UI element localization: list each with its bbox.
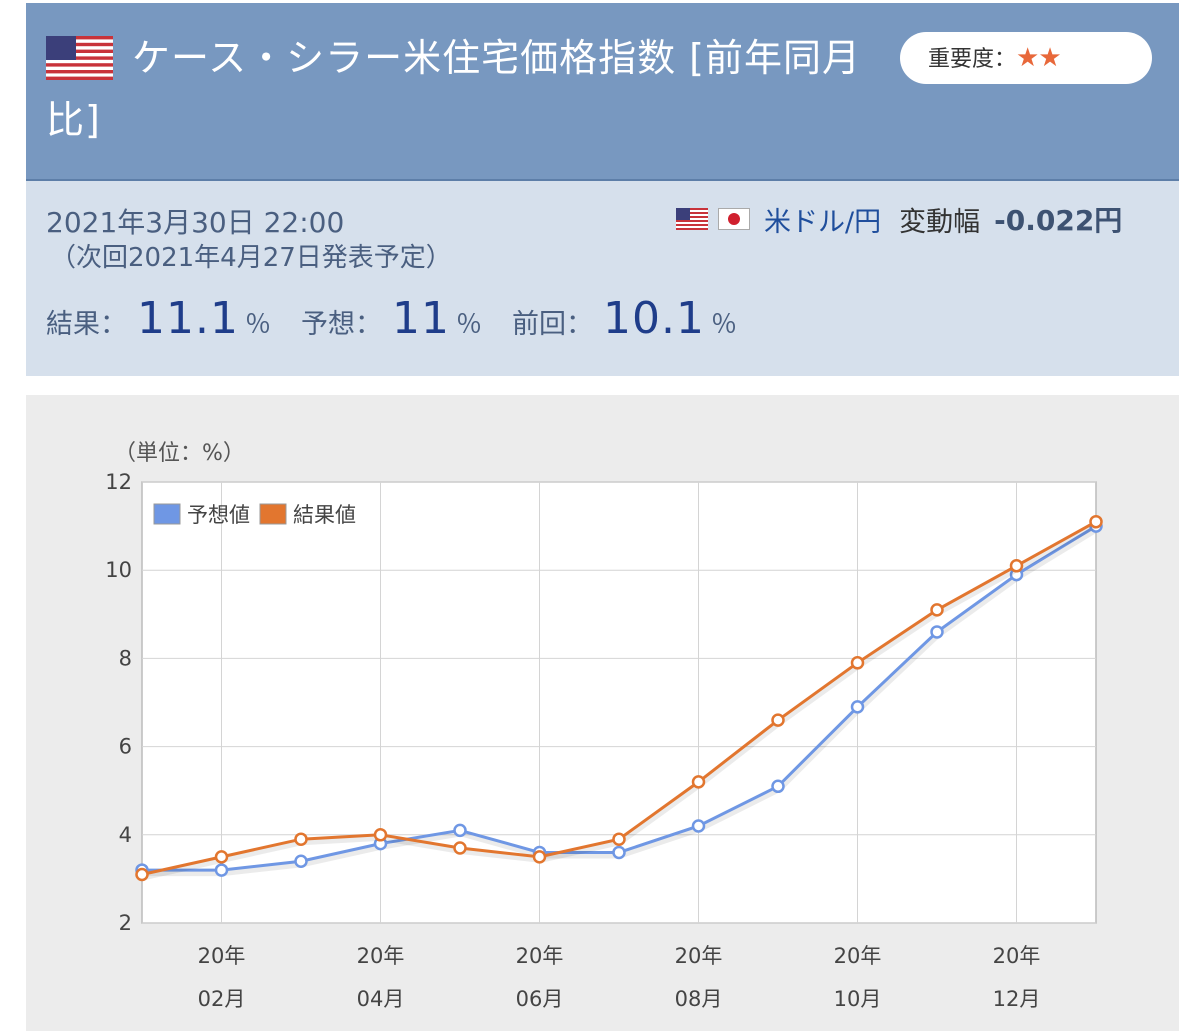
series-result: [135, 514, 1103, 882]
previous-unit: ％: [710, 310, 737, 340]
line-chart: （単位：%） 2 4 6 8 10 12 20年 02月 20年 04月 20年 06月 20年 08月…: [105, 441, 1103, 1011]
release-datetime: 2021年3月30日 22:00: [46, 206, 345, 239]
y-axis-ticks: 2 4 6 8 10 12: [105, 470, 132, 935]
x-tick-label-year: 20年: [834, 944, 882, 968]
forecast-unit: ％: [455, 310, 482, 340]
previous-value: 10.1: [603, 293, 705, 344]
series-group: [135, 514, 1103, 882]
y-tick-label: 4: [119, 823, 132, 847]
data-point[interactable]: [135, 867, 149, 882]
data-point[interactable]: [453, 841, 467, 855]
result-label: 結果：: [46, 309, 127, 340]
y-tick-label: 8: [119, 646, 132, 670]
data-point[interactable]: [214, 850, 229, 864]
result-stats: 結果： 11.1 ％ 予想： 11 ％ 前回： 10.1 ％: [46, 293, 767, 344]
importance-badge: 重要度：★★: [900, 32, 1152, 84]
data-point[interactable]: [373, 828, 388, 842]
change-value: -0.022円: [994, 204, 1123, 237]
data-point[interactable]: [930, 603, 944, 617]
legend-swatch: [259, 503, 287, 525]
x-tick-label-year: 20年: [198, 944, 246, 968]
data-point[interactable]: [930, 625, 944, 639]
us-flag-small-icon: [676, 208, 708, 230]
chart-panel: （単位：%） 2 4 6 8 10 12 20年 02月 20年 04月 20年 06月 20年 08月…: [26, 395, 1179, 1031]
previous-label: 前回：: [512, 309, 593, 340]
legend-item: 結果値: [259, 503, 356, 527]
legend-item: 予想値: [153, 503, 250, 527]
y-tick-label: 12: [105, 470, 132, 494]
currency-pair-info: 米ドル/円 変動幅 -0.022円: [676, 201, 1123, 238]
x-tick-label-month: 06月: [516, 987, 564, 1011]
importance-label: 重要度：: [928, 47, 1017, 72]
x-tick-label-year: 20年: [675, 944, 723, 968]
data-point[interactable]: [453, 823, 467, 838]
legend-label: 結果値: [293, 503, 356, 527]
data-point[interactable]: [294, 832, 308, 846]
x-axis-ticks: 20年 02月 20年 04月 20年 06月 20年 08月 20年 10月 20年 12月: [198, 944, 1041, 1011]
result-value: 11.1: [137, 293, 239, 344]
x-tick-label-month: 02月: [198, 987, 246, 1011]
data-point[interactable]: [850, 700, 865, 714]
release-info-panel: 2021年3月30日 22:00 （次回2021年4月27日発表予定） 米ドル/…: [26, 181, 1179, 376]
forecast-value: 11: [391, 293, 450, 344]
x-tick-label-month: 08月: [675, 987, 723, 1011]
x-tick-label-year: 20年: [993, 944, 1041, 968]
data-point[interactable]: [532, 850, 547, 864]
data-point[interactable]: [294, 854, 308, 869]
x-tick-label-month: 12月: [993, 987, 1041, 1011]
importance-stars: ★★: [1016, 43, 1062, 73]
forecast-label: 予想：: [300, 309, 382, 340]
data-point[interactable]: [850, 656, 865, 670]
data-point[interactable]: [691, 819, 706, 833]
data-point[interactable]: [771, 713, 785, 727]
data-point[interactable]: [1009, 559, 1024, 573]
indicator-header: ケース・シラー米住宅価格指数 [前年同月比] 重要度：★★: [26, 3, 1179, 181]
data-point[interactable]: [612, 832, 626, 846]
data-point[interactable]: [214, 863, 229, 877]
result-unit: ％: [244, 310, 271, 340]
unit-label: （単位：%）: [114, 441, 245, 466]
jp-flag-icon: [718, 208, 750, 230]
x-tick-label-year: 20年: [357, 944, 405, 968]
next-release: （次回2021年4月27日発表予定）: [50, 243, 452, 273]
change-label: 変動幅: [899, 206, 981, 238]
currency-pair-link[interactable]: 米ドル/円: [764, 206, 882, 238]
legend-swatch: [153, 503, 181, 525]
y-tick-label: 2: [119, 911, 132, 935]
x-tick-label-month: 04月: [357, 987, 405, 1011]
data-point[interactable]: [771, 779, 785, 794]
data-point[interactable]: [612, 845, 626, 860]
data-point[interactable]: [691, 775, 706, 789]
y-tick-label: 10: [105, 558, 132, 582]
y-tick-label: 6: [119, 735, 132, 759]
data-point[interactable]: [1089, 514, 1103, 529]
series-forecast: [135, 519, 1103, 877]
x-tick-label-month: 10月: [834, 987, 882, 1011]
x-tick-label-year: 20年: [516, 944, 564, 968]
us-flag-icon: [46, 36, 113, 80]
page-title: ケース・シラー米住宅価格指数 [前年同月比]: [46, 36, 862, 142]
legend: 予想値 結果値: [153, 503, 356, 527]
legend-label: 予想値: [187, 503, 250, 527]
